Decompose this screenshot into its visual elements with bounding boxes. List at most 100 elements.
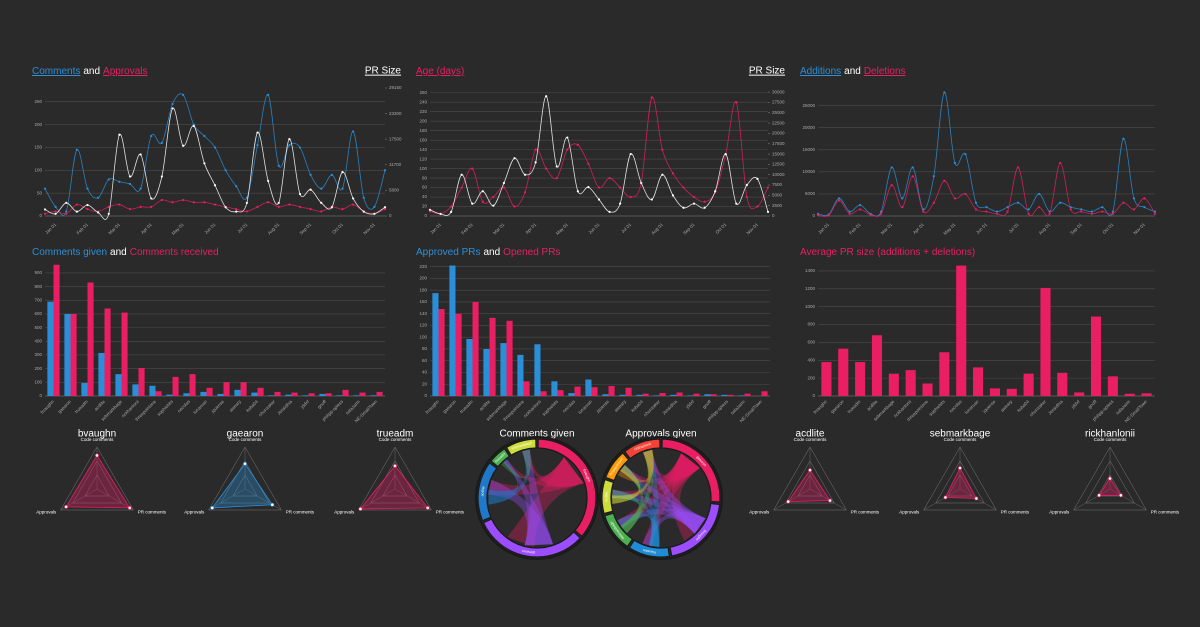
data-point: [597, 198, 601, 201]
y2-tick-label: 10000: [772, 172, 785, 177]
radar-point: [243, 461, 247, 466]
x-tick-label: koba04: [630, 399, 644, 413]
data-point: [1016, 201, 1020, 204]
y-tick-label: 200: [807, 375, 815, 380]
radar-point: [1108, 476, 1112, 481]
bar: [855, 362, 866, 396]
y-tick-label: 140: [419, 311, 427, 316]
x-tick-label: Aug 01: [267, 222, 281, 236]
bar: [676, 392, 683, 396]
data-point: [213, 203, 217, 206]
x-tick-label: aweary: [1000, 398, 1014, 412]
bar: [81, 383, 88, 396]
y-tick-label: 40: [422, 194, 428, 199]
radar-point: [943, 495, 948, 500]
radar-ring: [935, 460, 985, 504]
radar-area: [359, 465, 429, 510]
chord-label: sebmarkbage: [511, 441, 533, 451]
data-point: [534, 161, 537, 164]
y-tick-label: 0: [812, 393, 815, 398]
bar: [721, 394, 728, 396]
legend-entry: PR Size: [365, 66, 402, 77]
data-point: [1122, 137, 1125, 140]
data-point: [298, 192, 302, 196]
data-point: [1038, 206, 1041, 209]
data-point: [661, 148, 664, 151]
bar: [659, 393, 666, 396]
data-point: [597, 186, 601, 189]
bar: [308, 393, 315, 396]
bar: [642, 393, 649, 396]
data-point: [203, 162, 206, 165]
series-line: [44, 93, 386, 216]
radar-ring: [785, 460, 835, 504]
bar: [625, 387, 632, 396]
data-point: [256, 131, 259, 134]
chord-arc: [482, 518, 582, 558]
y2-tick-label: 17500: [772, 141, 785, 146]
data-point: [671, 172, 675, 175]
x-tick-label: Mar 01: [880, 222, 894, 236]
data-point: [330, 206, 333, 209]
bar: [838, 348, 849, 396]
radar-axis-label: Approvals: [1049, 510, 1070, 515]
data-point: [545, 167, 548, 170]
chart-title: Approved PRs and Opened PRs: [416, 247, 560, 258]
radar-axis-label: Approvals: [36, 510, 57, 515]
y-tick-label: 0: [39, 213, 42, 218]
chord-arc: [669, 502, 721, 557]
y-tick-label: 250: [34, 99, 42, 104]
data-point: [118, 203, 121, 206]
bar: [761, 391, 768, 396]
radar-point: [425, 505, 430, 510]
chord-arc: [628, 539, 671, 558]
data-point: [682, 186, 685, 189]
chord-arc: [505, 438, 537, 457]
radar-point: [127, 505, 132, 510]
y-tick-label: 20: [422, 204, 428, 209]
y-tick-label: 900: [34, 270, 42, 275]
radar-point: [1119, 493, 1123, 498]
data-point: [650, 96, 653, 99]
y2-tick-label: 0: [772, 213, 775, 218]
data-point: [1059, 201, 1062, 204]
data-point: [182, 93, 185, 96]
y-tick-label: 200: [419, 276, 427, 281]
radar-area: [787, 469, 831, 503]
chord-ring: [475, 436, 599, 560]
x-tick-label: Oct 01: [714, 222, 727, 235]
bar: [670, 394, 677, 396]
chord-ring: [599, 436, 723, 560]
data-point: [650, 198, 653, 201]
x-tick-label: gnoff: [316, 398, 327, 409]
data-point: [43, 187, 47, 190]
data-point: [953, 161, 957, 165]
y-tick-label: 800: [807, 322, 815, 327]
radar-axis: [208, 488, 246, 511]
bar: [1141, 393, 1152, 396]
data-point: [766, 186, 770, 189]
data-point: [192, 124, 195, 128]
data-point: [54, 205, 57, 208]
radar-point: [393, 463, 397, 468]
data-point: [911, 175, 914, 178]
data-point: [1111, 212, 1114, 215]
data-point: [460, 186, 463, 189]
bar: [206, 387, 213, 396]
data-point: [1069, 208, 1072, 211]
chart-title: trueadm: [377, 429, 414, 440]
x-tick-label: Sep 01: [299, 222, 313, 236]
data-point: [1101, 210, 1104, 213]
chord-label: gaearon: [522, 549, 535, 555]
data-point: [118, 180, 121, 183]
data-point: [97, 196, 100, 199]
data-point: [277, 201, 280, 204]
x-tick-label: Jan 01: [817, 222, 830, 235]
y2-tick-label: 20000: [772, 131, 785, 136]
data-point: [75, 148, 78, 151]
data-point: [587, 185, 590, 189]
y-tick-label: 220: [419, 264, 427, 269]
bar: [336, 395, 343, 396]
data-point: [1101, 206, 1104, 209]
chord-ribbon: [522, 449, 554, 546]
